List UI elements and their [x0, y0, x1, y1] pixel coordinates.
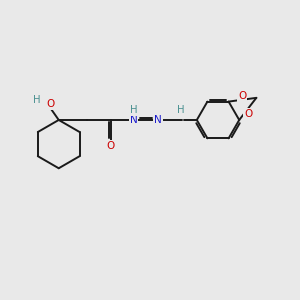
Text: O: O [244, 109, 252, 118]
Text: O: O [46, 99, 54, 110]
Text: N: N [130, 115, 138, 125]
Text: O: O [238, 92, 246, 101]
Text: H: H [33, 95, 41, 105]
Text: O: O [107, 141, 115, 151]
Text: N: N [154, 115, 162, 125]
Text: H: H [177, 105, 185, 115]
Text: H: H [130, 105, 138, 115]
